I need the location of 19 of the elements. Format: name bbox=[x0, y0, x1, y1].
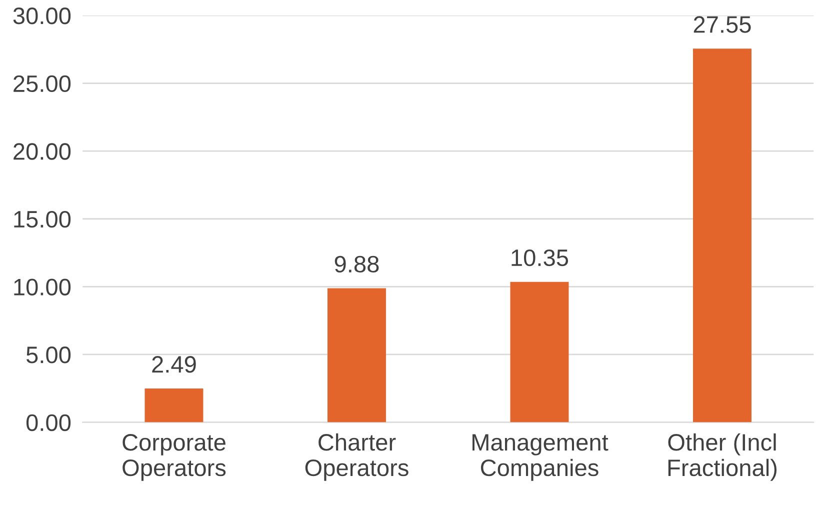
data-label: 9.88 bbox=[334, 256, 379, 273]
bar bbox=[144, 388, 204, 422]
bar bbox=[692, 48, 752, 422]
y-tick-label: 30.00 bbox=[13, 8, 71, 24]
y-tick-label: 20.00 bbox=[14, 143, 71, 160]
x-tick-label: Management Companies bbox=[472, 434, 608, 481]
data-label: 27.55 bbox=[694, 16, 751, 33]
y-tick-label: 5.00 bbox=[26, 346, 71, 364]
x-tick-label: Corporate Operators bbox=[122, 434, 226, 481]
x-tick-label: Other (Incl Fractional) bbox=[668, 433, 777, 481]
bar bbox=[327, 288, 386, 422]
data-label: 2.49 bbox=[152, 356, 196, 373]
x-tick-label: Charter Operators bbox=[305, 433, 408, 481]
y-tick-label: 10.00 bbox=[14, 278, 71, 296]
y-tick-label: 0.00 bbox=[26, 414, 71, 432]
bar bbox=[510, 282, 569, 422]
y-tick-label: 15.00 bbox=[14, 210, 71, 228]
y-tick-label: 25.00 bbox=[14, 75, 71, 92]
data-label: 10.35 bbox=[512, 249, 568, 266]
